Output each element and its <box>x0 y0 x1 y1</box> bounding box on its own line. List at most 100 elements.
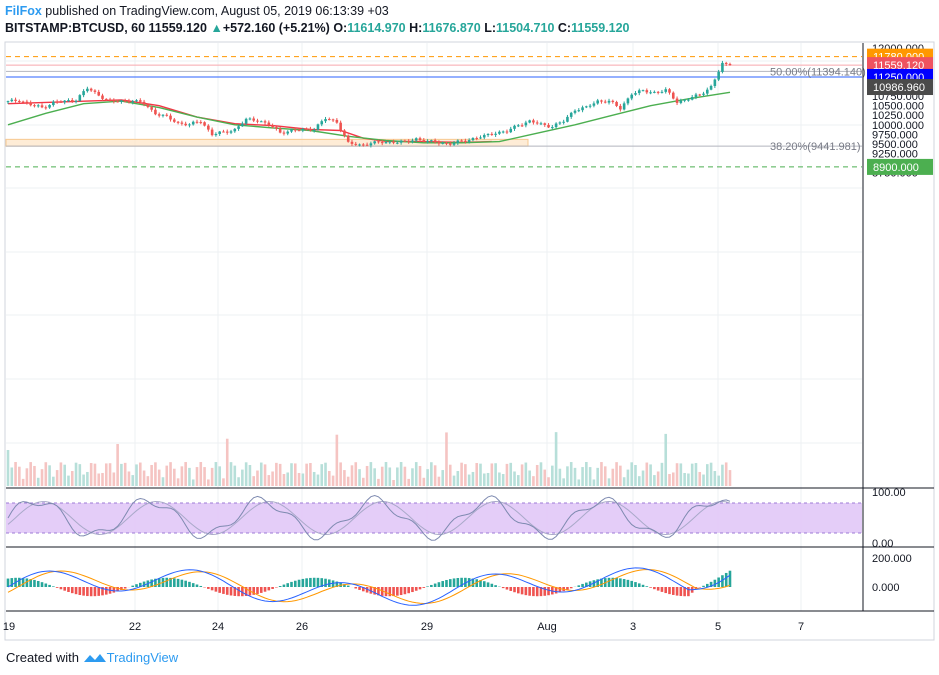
candle-body <box>225 131 229 133</box>
volume-bar <box>6 450 10 486</box>
macd-histogram-bar <box>286 583 290 587</box>
candle-body <box>278 128 282 133</box>
candle-body <box>29 102 32 106</box>
published-text: published on TradingView.com, August 05,… <box>41 4 389 18</box>
rsi-signal-line <box>7 500 731 536</box>
candle-body <box>392 141 395 143</box>
volume-bar <box>399 462 403 486</box>
volume-bar <box>430 462 433 486</box>
candles[interactable] <box>6 60 732 148</box>
volume-bar <box>607 478 611 486</box>
volume-bar <box>74 462 78 486</box>
candle-body <box>343 130 346 136</box>
candle-body <box>384 142 388 144</box>
macd-histogram-bar <box>150 579 153 587</box>
volume-bar <box>63 464 66 486</box>
rsi-tick-label: 0.00 <box>872 538 893 550</box>
candle-body <box>135 100 138 102</box>
candle-body <box>520 125 524 127</box>
volume-bar <box>721 464 724 486</box>
volume-bar <box>494 463 497 486</box>
time-tick-label: 3 <box>630 621 636 633</box>
volume-bar <box>433 465 437 486</box>
candle-body <box>123 100 127 102</box>
volume-bar <box>293 463 297 486</box>
candle-body <box>607 100 611 103</box>
time-axis[interactable]: 19 22 24 26 29 Aug 3 5 7 <box>3 610 934 633</box>
volume-bar <box>592 479 596 486</box>
candle-body <box>195 121 199 123</box>
publisher-name[interactable]: FilFox <box>5 4 42 18</box>
volume-bar <box>290 463 293 486</box>
macd-histogram-bar <box>430 584 433 587</box>
volume-bar <box>97 473 101 486</box>
candle-body <box>350 141 354 144</box>
volume-bar <box>728 470 732 486</box>
volume-bar <box>535 464 539 486</box>
macd-histogram-bar <box>433 583 437 587</box>
macd-histogram-bar <box>664 587 668 594</box>
volume-bar <box>93 463 97 486</box>
macd-histogram-bar <box>25 578 29 587</box>
volume-bar <box>577 479 581 486</box>
candle-body <box>305 128 308 130</box>
support-price-text: 8900.000 <box>873 162 919 174</box>
macd-pane[interactable] <box>6 546 934 606</box>
macd-histogram-bar <box>346 585 350 587</box>
volume-bar <box>456 470 460 486</box>
macd-histogram-bar <box>460 577 463 587</box>
macd-histogram-bar <box>626 579 630 587</box>
macd-histogram-bar <box>104 587 108 595</box>
volume-bar <box>324 462 327 486</box>
candle-body <box>67 100 70 102</box>
price-axis[interactable]: 12000.00011500.00010750.00010500.0001025… <box>862 43 933 611</box>
prior-close-price-tag <box>867 79 933 96</box>
macd-histogram-bar <box>78 587 82 596</box>
rsi-pane[interactable] <box>6 487 934 541</box>
candle-body <box>396 142 399 144</box>
macd-histogram-bar <box>464 577 467 587</box>
macd-histogram-bar <box>441 581 444 587</box>
candle-body <box>452 142 456 145</box>
volume-bar <box>581 467 584 486</box>
volume-bar <box>713 471 717 486</box>
volume-bar <box>173 468 176 486</box>
macd-histogram-bar <box>675 587 679 596</box>
volume-bar <box>275 462 278 486</box>
candle-body <box>430 140 433 142</box>
volume-bar <box>55 470 59 486</box>
macd-histogram-bar <box>426 586 429 587</box>
prior-close-price-text: 10986.960 <box>873 82 925 94</box>
candle-body <box>373 141 376 144</box>
volume-bar <box>157 469 161 486</box>
volume-bar <box>21 478 25 486</box>
candle-body <box>637 90 641 94</box>
macd-histogram-bar <box>214 587 218 592</box>
candle-body <box>146 104 150 108</box>
change-value: +572.160 (+5.21%) <box>222 21 330 35</box>
macd-histogram-bar <box>486 582 490 587</box>
candle-body <box>460 140 463 142</box>
volume-bar <box>426 469 429 486</box>
candle-body <box>558 122 562 124</box>
volume-bar <box>543 469 547 486</box>
candle-body <box>222 131 225 133</box>
volume-bar <box>445 432 448 486</box>
macd-histogram-bar <box>452 578 456 587</box>
candle-body <box>679 100 683 103</box>
candle-body <box>724 62 728 64</box>
volume-bar <box>690 463 694 486</box>
macd-histogram-bar <box>373 587 376 595</box>
candle-body <box>369 143 373 146</box>
macd-tick-label: 200.000 <box>872 553 912 565</box>
tradingview-link[interactable]: TradingView <box>106 650 179 665</box>
candle-body <box>139 100 142 102</box>
volume-bar <box>331 475 335 486</box>
candle-body <box>728 63 732 66</box>
volume-bar <box>437 476 441 486</box>
volume-bar <box>335 434 339 486</box>
candle-body <box>566 116 569 122</box>
candle-body <box>517 125 520 127</box>
volume-bar <box>116 444 119 486</box>
